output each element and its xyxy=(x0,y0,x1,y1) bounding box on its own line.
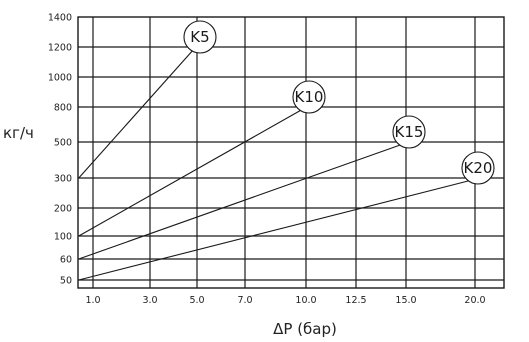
y-tick-label: 1200 xyxy=(48,43,72,54)
plot-frame xyxy=(77,16,505,289)
y-tick-label: 200 xyxy=(54,204,72,215)
x-tick-label: 10.0 xyxy=(295,295,316,306)
y-axis-label: кг/ч xyxy=(3,124,34,142)
y-tick-label: 100 xyxy=(54,232,72,243)
series-line-k15 xyxy=(78,143,404,260)
series-label: K10 xyxy=(295,88,324,106)
series-badge-k10: K10 xyxy=(292,80,326,114)
x-tick-label: 12.5 xyxy=(345,295,366,306)
series-lines xyxy=(78,48,473,281)
x-tick-label: 5.0 xyxy=(189,295,204,306)
series-badge-k15: K15 xyxy=(392,115,426,149)
series-line-k10 xyxy=(78,108,304,237)
series-label: K20 xyxy=(464,159,493,177)
y-tick-labels: 1400 1200 1000 800 500 300 200 100 60 50 xyxy=(48,13,72,287)
y-tick-label: 1400 xyxy=(48,13,72,24)
y-tick-label: 300 xyxy=(54,174,72,185)
x-tick-label: 1.0 xyxy=(85,295,100,306)
y-tick-label: 800 xyxy=(54,103,72,114)
y-tick-label: 1000 xyxy=(48,73,72,84)
series-line-k5 xyxy=(78,48,195,179)
y-tick-label: 500 xyxy=(54,138,72,149)
x-tick-label: 7.0 xyxy=(237,295,252,306)
grid xyxy=(78,17,504,288)
series-line-k20 xyxy=(78,179,473,281)
series-badges: K5 K10 K15 K20 xyxy=(183,20,495,185)
x-tick-label: 3.0 xyxy=(142,295,157,306)
series-badge-k20: K20 xyxy=(461,151,495,185)
y-tick-label: 50 xyxy=(60,276,72,287)
x-tick-label: 20.0 xyxy=(464,295,485,306)
badge-circle xyxy=(392,115,426,149)
x-axis-label: ΔP (бар) xyxy=(273,320,337,338)
series-label: K15 xyxy=(395,123,424,141)
series-badge-k5: K5 xyxy=(183,20,217,54)
x-tick-label: 15.0 xyxy=(395,295,416,306)
x-tick-labels: 1.0 3.0 5.0 7.0 10.0 12.5 15.0 20.0 xyxy=(85,295,485,306)
badge-circle xyxy=(461,151,495,185)
badge-circle xyxy=(183,20,217,54)
y-tick-label: 60 xyxy=(60,255,72,266)
series-label: K5 xyxy=(190,28,209,46)
badge-circle xyxy=(292,80,326,114)
